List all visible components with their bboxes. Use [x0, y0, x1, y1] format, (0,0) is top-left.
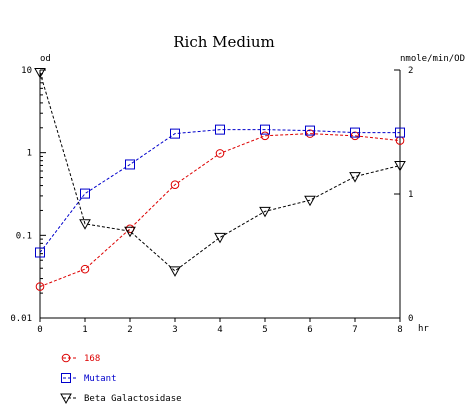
legend-entry: 168: [61, 353, 100, 364]
data-point: [260, 131, 270, 141]
x-tick-label: 2: [127, 325, 132, 335]
data-point: [35, 282, 45, 291]
series-beta-galactosidase: [34, 67, 406, 277]
series-mutant: [35, 124, 405, 258]
data-point: [125, 159, 135, 170]
data-point: [79, 219, 91, 230]
legend-marker: [61, 373, 71, 383]
legend-marker: [60, 393, 72, 405]
x-tick-label: 7: [352, 325, 357, 335]
y-right-tick-label: 1: [408, 190, 413, 200]
legend-marker: [61, 353, 71, 363]
data-point: [169, 266, 181, 277]
legend-label: Mutant: [84, 374, 117, 384]
series-layer: [34, 67, 406, 291]
x-tick-label: 5: [262, 325, 267, 335]
data-point: [215, 149, 225, 158]
data-point: [259, 206, 271, 218]
data-point: [80, 264, 90, 274]
y-left-tick-label: 0.01: [10, 314, 32, 324]
data-point: [170, 180, 180, 189]
chart-title: Rich Medium: [173, 33, 274, 51]
legend-label: Beta Galactosidase: [84, 394, 182, 404]
data-point: [214, 232, 226, 244]
legend-entry: Mutant: [61, 373, 117, 384]
y-right-tick-label: 0: [408, 314, 413, 324]
x-tick-label: 8: [397, 325, 402, 335]
y-right-axis-label: nmole/min/OD: [400, 54, 465, 64]
x-tick-label: 4: [217, 325, 222, 335]
data-point: [350, 127, 360, 138]
data-point: [349, 172, 361, 183]
data-point: [215, 124, 225, 135]
x-tick-label: 3: [172, 325, 177, 335]
data-point: [34, 67, 46, 79]
legend-label: 168: [84, 354, 100, 364]
series-line: [39, 72, 401, 272]
data-point: [124, 226, 136, 238]
legend-entry: Beta Galactosidase: [60, 393, 182, 405]
x-tick-label: 1: [82, 325, 87, 335]
axes: 0 1 2 3 4 5 6 7 8 0.01 0.1 1 10 0 1 2: [10, 66, 413, 335]
x-tick-label: 6: [307, 325, 312, 335]
y-left-tick-label: 10: [21, 66, 32, 76]
data-point: [170, 128, 180, 139]
data-point: [260, 124, 270, 135]
data-point: [394, 160, 406, 172]
y-left-tick-label: 0.1: [16, 231, 32, 241]
y-left-tick-label: 1: [27, 149, 32, 159]
legend: 168 Mutant Beta Galactosidase: [60, 353, 182, 405]
x-tick-label: 0: [37, 325, 42, 335]
data-point: [395, 127, 405, 138]
data-point: [305, 129, 315, 138]
y-left-axis-label: od: [40, 54, 51, 64]
series-line: [39, 133, 401, 288]
data-point: [35, 247, 45, 258]
data-point: [80, 188, 90, 199]
series-168: [35, 129, 405, 291]
data-point: [350, 131, 360, 141]
series-line: [39, 129, 400, 253]
y-right-tick-label: 2: [408, 66, 413, 76]
x-axis-label: hr: [418, 324, 429, 334]
data-point: [304, 195, 316, 207]
data-point: [305, 125, 315, 136]
